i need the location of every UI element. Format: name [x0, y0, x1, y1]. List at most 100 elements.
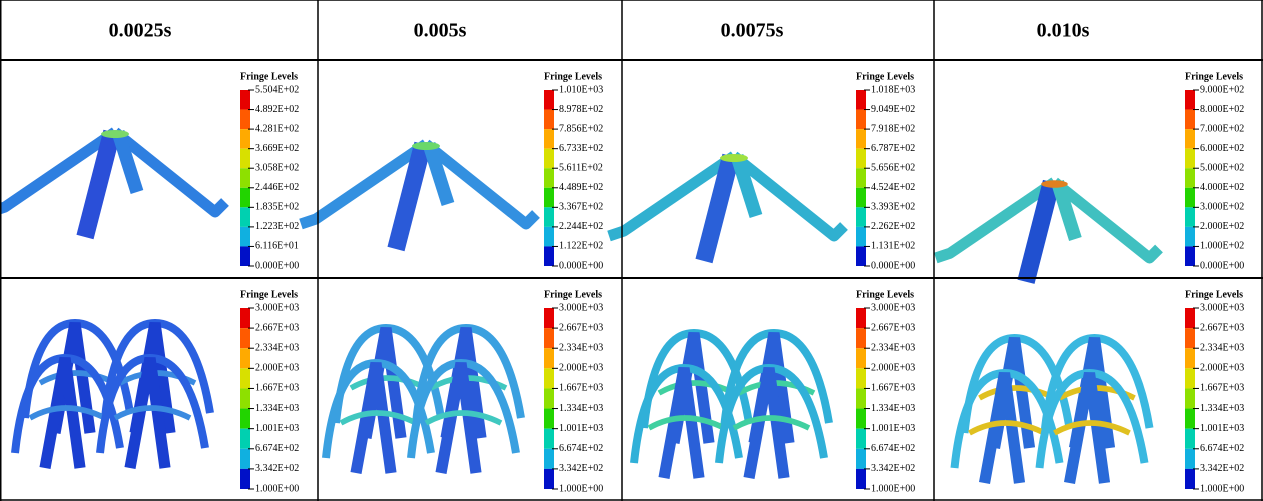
- legend-swatch: [240, 90, 250, 110]
- legend-swatch: [1185, 148, 1195, 169]
- legend-swatch: [1185, 368, 1195, 389]
- legend-label: 1.667E+03: [1200, 383, 1244, 394]
- legend-swatch: [856, 187, 866, 208]
- legend-label: 3.342E+02: [1200, 463, 1244, 474]
- specimen-arm: [607, 151, 738, 242]
- lattice-cell: [28, 405, 107, 421]
- legend-label: 1.334E+03: [559, 403, 603, 414]
- legend-label: 3.342E+02: [559, 463, 603, 474]
- legend-label: 5.504E+02: [255, 84, 299, 95]
- legend-swatch: [1185, 428, 1195, 449]
- specimen-arm: [299, 139, 430, 230]
- legend-swatch: [856, 448, 866, 469]
- legend-label: 6.674E+02: [1200, 443, 1244, 454]
- legend-label: 2.446E+02: [255, 182, 299, 193]
- legend-swatch: [544, 308, 554, 329]
- legend-swatch: [1185, 348, 1195, 369]
- legend-swatch: [1185, 328, 1195, 349]
- legend-swatch: [856, 468, 866, 489]
- specimen-top: [1041, 180, 1068, 188]
- legend-swatch: [544, 388, 554, 409]
- legend-label: 8.978E+02: [559, 104, 603, 115]
- lattice-cell: [1053, 420, 1131, 436]
- legend-label: 3.367E+02: [559, 202, 603, 213]
- legend-label: 2.000E+03: [871, 363, 915, 374]
- legend-title: Fringe Levels: [240, 289, 298, 300]
- specimen-leg: [76, 129, 121, 240]
- legend-label: 0.000E+00: [559, 260, 603, 271]
- legend-swatch: [856, 246, 866, 266]
- legend-swatch: [240, 368, 250, 389]
- legend-swatch: [544, 148, 554, 169]
- legend-swatch: [544, 468, 554, 489]
- legend-label: 1.667E+03: [559, 383, 603, 394]
- lattice-cell: [350, 361, 397, 475]
- legend-label: 3.000E+02: [1200, 202, 1244, 213]
- lattice-cell: [732, 415, 811, 431]
- legend-swatch: [1185, 226, 1195, 247]
- legend-label: 7.000E+02: [1200, 123, 1244, 134]
- legend-label: 3.393E+02: [871, 202, 915, 213]
- legend-label: 9.000E+02: [1200, 84, 1244, 95]
- legend-label: 1.001E+03: [255, 423, 299, 434]
- legend-swatch: [240, 448, 250, 469]
- legend-swatch: [856, 129, 866, 149]
- legend-swatch: [544, 408, 554, 429]
- lattice-cell: [113, 405, 192, 421]
- legend-label: 7.856E+02: [559, 123, 603, 134]
- legend-label: 2.334E+03: [255, 343, 299, 354]
- legend-label: 2.334E+03: [1200, 343, 1244, 354]
- legend-swatch: [1185, 90, 1195, 110]
- legend-label: 2.667E+03: [559, 322, 603, 333]
- lattice-cell: [658, 366, 705, 480]
- lattice-cell: [978, 385, 1056, 401]
- legend-swatch: [856, 408, 866, 429]
- legend-label: 4.489E+02: [559, 182, 603, 193]
- specimen-top: [101, 130, 129, 138]
- legend-label: 7.918E+02: [871, 123, 915, 134]
- legend-label: 1.334E+03: [255, 403, 299, 414]
- legend-label: 6.733E+02: [559, 143, 603, 154]
- legend-swatch: [544, 129, 554, 149]
- specimen-leg: [1017, 179, 1061, 284]
- legend-label: 1.000E+00: [559, 483, 603, 494]
- column-header: 0.005s: [414, 20, 467, 42]
- legend-swatch: [544, 168, 554, 188]
- legend-label: 4.281E+02: [255, 123, 299, 134]
- legend-label: 1.001E+03: [1200, 423, 1244, 434]
- legend-label: 9.049E+02: [871, 104, 915, 115]
- specimen-leg: [1051, 180, 1082, 241]
- legend-label: 3.342E+02: [871, 463, 915, 474]
- legend-label: 1.122E+02: [559, 241, 603, 252]
- specimen-leg: [695, 153, 740, 264]
- specimen-leg: [422, 142, 455, 206]
- specimen-top: [720, 154, 748, 162]
- lattice-cell: [647, 415, 726, 431]
- lattice-cell: [349, 375, 428, 391]
- legend-label: 3.000E+03: [255, 302, 299, 313]
- legend-swatch: [856, 168, 866, 188]
- specimen-leg: [387, 141, 432, 252]
- legend-swatch: [240, 148, 250, 169]
- legend-swatch: [1185, 468, 1195, 489]
- legend-title: Fringe Levels: [240, 71, 298, 82]
- legend-label: 0.000E+00: [255, 260, 299, 271]
- legend-swatch: [544, 348, 554, 369]
- lattice-cell: [39, 356, 86, 470]
- legend-swatch: [1185, 187, 1195, 208]
- column-header: 0.0025s: [109, 20, 172, 42]
- legend-swatch: [240, 226, 250, 247]
- lattice-cell: [424, 410, 503, 426]
- legend-title: Fringe Levels: [544, 289, 602, 300]
- legend-swatch: [240, 468, 250, 489]
- legend-swatch: [856, 207, 866, 227]
- legend-swatch: [1185, 448, 1195, 469]
- legend-label: 6.674E+02: [871, 443, 915, 454]
- legend-swatch: [544, 246, 554, 266]
- legend-swatch: [240, 129, 250, 149]
- legend-title: Fringe Levels: [544, 71, 602, 82]
- lattice-cell: [657, 380, 736, 396]
- legend-label: 1.000E+00: [255, 483, 299, 494]
- legend-swatch: [240, 109, 250, 130]
- legend-label: 3.000E+03: [559, 302, 603, 313]
